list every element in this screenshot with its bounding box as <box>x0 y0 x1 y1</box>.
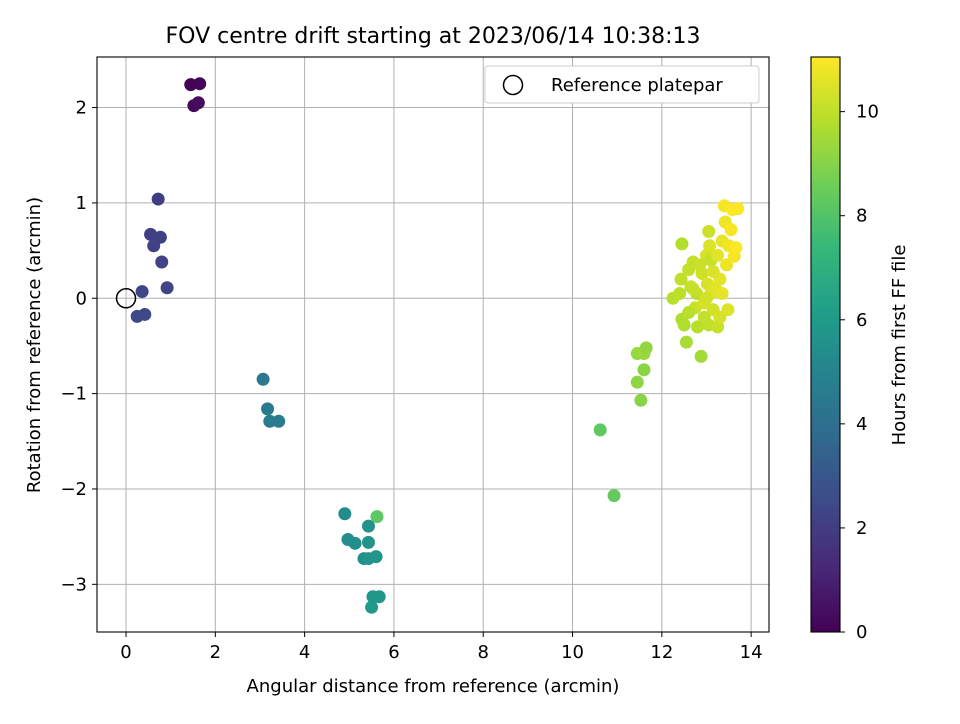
data-point <box>686 282 700 296</box>
data-point <box>338 507 352 521</box>
x-tick-label: 6 <box>388 642 399 663</box>
legend-label-reference: Reference platepar <box>551 75 723 96</box>
data-point <box>673 286 687 300</box>
x-tick-label: 8 <box>478 642 489 663</box>
data-point <box>729 241 743 255</box>
data-point <box>675 237 689 251</box>
data-point <box>691 320 705 334</box>
x-axis-label: Angular distance from reference (arcmin) <box>247 676 620 697</box>
x-tick-label: 4 <box>299 642 310 663</box>
x-tick-label: 2 <box>210 642 221 663</box>
x-tick-label: 10 <box>561 642 584 663</box>
data-point <box>720 258 734 272</box>
data-point <box>372 590 386 604</box>
data-point <box>369 550 383 564</box>
data-point <box>713 310 727 324</box>
data-point <box>699 291 713 305</box>
colorbar-tick-label: 4 <box>856 414 867 435</box>
data-point <box>711 248 725 262</box>
data-point <box>272 414 286 428</box>
colorbar-tick-label: 10 <box>856 102 879 123</box>
data-point <box>693 258 707 272</box>
data-point <box>731 202 745 216</box>
data-point <box>144 227 158 241</box>
data-point <box>634 393 648 407</box>
data-point <box>256 372 270 386</box>
data-point <box>135 285 149 299</box>
data-point <box>361 519 375 533</box>
data-point <box>639 341 653 355</box>
x-tick-label: 12 <box>650 642 673 663</box>
x-tick-label: 0 <box>120 642 131 663</box>
y-tick-label: 1 <box>76 193 87 214</box>
data-point <box>261 402 275 416</box>
data-point <box>263 414 277 428</box>
colorbar-tick-label: 6 <box>856 310 867 331</box>
data-point <box>679 335 693 349</box>
data-point <box>697 310 711 324</box>
data-point <box>151 192 165 206</box>
grid-lines <box>97 57 769 632</box>
y-tick-label: −2 <box>60 479 87 500</box>
data-point <box>138 307 152 321</box>
legend-marker-reference <box>502 74 524 96</box>
data-point <box>160 281 174 295</box>
colorbar-tick-label: 0 <box>856 622 867 643</box>
data-point <box>677 318 691 332</box>
colorbar-gradient <box>810 56 841 633</box>
data-points <box>115 77 745 614</box>
data-point <box>702 225 716 239</box>
data-point <box>155 255 169 269</box>
legend-box <box>484 65 760 104</box>
data-point <box>694 349 708 363</box>
y-axis-label: Rotation from reference (arcmin) <box>24 197 45 493</box>
colorbar: 0 2 4 6 8 10 <box>810 56 879 643</box>
data-point <box>147 239 161 253</box>
data-point <box>193 77 207 91</box>
y-tick-label: −1 <box>60 384 87 405</box>
x-tick-label: 14 <box>740 642 763 663</box>
data-point <box>715 286 729 300</box>
data-point <box>703 239 717 253</box>
data-point <box>674 272 688 286</box>
data-point <box>348 536 362 550</box>
colorbar-tick-label: 2 <box>856 518 867 539</box>
data-point <box>637 363 651 377</box>
data-point <box>706 265 720 279</box>
colorbar-label: Hours from first FF file <box>889 245 910 446</box>
data-point <box>630 375 644 389</box>
data-point <box>607 489 621 503</box>
data-point <box>682 306 696 320</box>
data-point <box>724 223 738 237</box>
data-point <box>370 510 384 524</box>
y-tick-label: −3 <box>60 574 87 595</box>
legend: Reference platepar <box>484 65 760 104</box>
data-point <box>191 96 205 110</box>
chart-title: FOV centre drift starting at 2023/06/14 … <box>166 24 701 49</box>
y-tick-label: 0 <box>76 288 87 309</box>
y-tick-label: 2 <box>76 98 87 119</box>
plot-frame <box>96 56 770 633</box>
data-point <box>593 423 607 437</box>
data-point <box>361 535 375 549</box>
data-point <box>365 600 379 614</box>
reference-platepar-marker <box>115 288 137 309</box>
colorbar-tick-label: 8 <box>856 206 867 227</box>
